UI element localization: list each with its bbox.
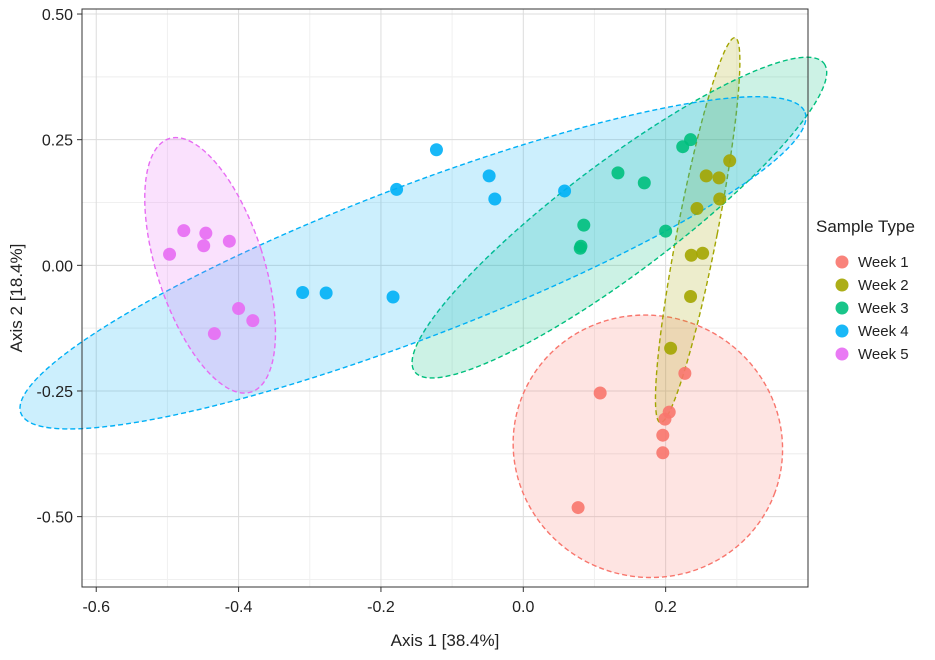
point-week-1 [571,501,585,515]
y-tick-label: -0.25 [37,384,74,401]
legend-marker-week-1 [835,255,849,269]
legend-label-week-2: Week 2 [858,277,909,294]
point-week-5 [163,247,177,261]
point-week-1 [662,405,676,419]
point-week-5 [207,327,221,341]
point-week-3 [637,176,651,190]
point-week-5 [197,239,211,253]
point-week-5 [177,224,191,238]
point-week-5 [246,314,260,328]
point-week-3 [611,166,625,180]
point-week-1 [656,446,670,460]
point-week-4 [296,285,310,299]
point-week-2 [684,289,698,303]
legend-marker-week-5 [835,347,849,361]
legend-label-week-3: Week 3 [858,300,909,317]
y-tick-label: 0.25 [42,133,73,150]
point-week-5 [232,302,246,316]
legend-label-week-1: Week 1 [858,254,909,271]
legend-title: Sample Type [816,217,915,236]
data-points [163,133,737,515]
legend-label-week-4: Week 4 [858,323,909,340]
legend-marker-week-2 [835,278,849,292]
point-week-5 [222,234,236,248]
point-week-3 [574,239,588,253]
point-week-4 [386,290,400,304]
x-tick-label: -0.4 [225,599,253,616]
point-week-2 [690,202,704,216]
ellipse-week-2 [654,36,741,424]
point-week-2 [723,154,737,168]
point-week-4 [319,286,333,300]
legend-label-week-5: Week 5 [858,346,909,363]
x-tick-label: -0.2 [367,599,395,616]
x-axis-ticks: -0.6 -0.4 -0.2 0.0 0.2 [82,587,677,616]
point-week-2 [712,171,726,185]
point-week-2 [664,341,678,355]
x-tick-label: 0.0 [512,599,534,616]
point-week-2 [699,169,713,183]
legend-marker-week-4 [835,324,849,338]
point-week-4 [482,169,496,183]
point-week-2 [713,192,727,206]
plot-border [81,8,809,588]
point-week-1 [678,366,692,380]
ellipse-week-4 [19,95,807,430]
y-tick-label: 0.50 [42,7,73,24]
grid-lines [82,9,808,587]
x-tick-label: -0.6 [82,599,110,616]
point-week-1 [656,428,670,442]
point-week-5 [199,226,213,240]
x-axis-title: Axis 1 [38.4%] [391,631,500,650]
legend: Sample Type Week 1 Week 2 Week 3 Week 4 Week… [816,217,915,363]
y-axis-ticks: -0.50 -0.25 0.00 0.25 0.50 [37,7,82,527]
y-axis-title: Axis 2 [18.4%] [7,244,26,353]
point-week-1 [593,386,607,400]
point-week-2 [696,246,710,260]
point-week-4 [429,143,443,157]
point-week-2 [684,248,698,262]
point-week-4 [558,184,572,198]
ellipse-week-3 [411,56,828,379]
legend-marker-week-3 [835,301,849,315]
point-week-3 [684,133,698,147]
point-week-3 [577,218,591,232]
x-tick-label: 0.2 [655,599,677,616]
point-week-4 [390,182,404,196]
point-week-4 [488,192,502,206]
point-week-3 [659,224,673,238]
y-tick-label: -0.50 [37,510,74,527]
ellipse-week-5 [144,136,277,394]
y-tick-label: 0.00 [42,258,73,275]
